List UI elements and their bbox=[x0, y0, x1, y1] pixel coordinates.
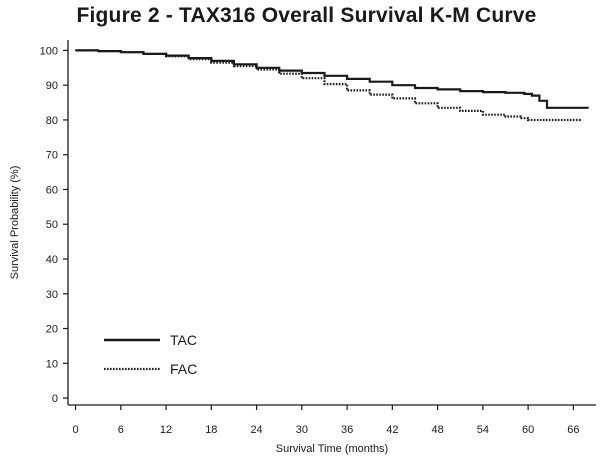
data-point-fac bbox=[142, 53, 145, 55]
x-axis-title: Survival Time (months) bbox=[276, 443, 388, 455]
data-point-fac bbox=[323, 83, 326, 85]
x-tick-label-0: 0 bbox=[72, 424, 78, 436]
data-point-fac bbox=[188, 58, 190, 60]
series-line-fac bbox=[75, 49, 581, 122]
data-point-tac bbox=[459, 90, 461, 92]
data-point-fac bbox=[504, 115, 507, 118]
data-point-fac bbox=[557, 119, 559, 121]
data-point-tac bbox=[523, 93, 525, 95]
data-point-fac bbox=[255, 68, 258, 71]
x-tick-label-30: 30 bbox=[296, 424, 308, 436]
y-tick-label-70: 70 bbox=[46, 150, 58, 162]
x-tick-label-24: 24 bbox=[250, 424, 262, 436]
data-point-tac bbox=[391, 84, 393, 86]
data-point-tac bbox=[546, 107, 548, 109]
y-axis-title: Survival Probability (%) bbox=[9, 166, 21, 280]
data-point-tac bbox=[565, 107, 567, 109]
data-point-tac bbox=[323, 75, 326, 77]
y-tick-label-80: 80 bbox=[46, 115, 58, 127]
data-point-tac bbox=[531, 95, 533, 97]
x-tick-label-60: 60 bbox=[522, 424, 534, 436]
data-point-tac bbox=[414, 87, 416, 89]
data-point-tac bbox=[210, 60, 212, 62]
legend-label-tac: TAC bbox=[170, 332, 197, 348]
data-point-fac bbox=[369, 93, 371, 96]
data-point-tac bbox=[504, 92, 507, 94]
data-point-fac bbox=[391, 97, 393, 99]
y-tick-label-60: 60 bbox=[46, 184, 58, 196]
x-tick-label-66: 66 bbox=[567, 424, 579, 436]
x-tick-label-48: 48 bbox=[431, 424, 443, 436]
data-point-fac bbox=[527, 119, 529, 121]
y-tick-label-100: 100 bbox=[40, 45, 58, 57]
data-point-fac bbox=[301, 77, 303, 79]
x-tick-label-42: 42 bbox=[386, 424, 398, 436]
data-point-tac bbox=[369, 81, 371, 83]
x-tick-label-36: 36 bbox=[341, 424, 353, 436]
y-tick-label-20: 20 bbox=[46, 324, 58, 336]
y-tick-label-30: 30 bbox=[46, 289, 58, 301]
series-tac bbox=[74, 49, 590, 109]
y-tick-label-10: 10 bbox=[46, 358, 58, 370]
data-point-fac bbox=[580, 119, 582, 121]
data-point-fac bbox=[437, 107, 439, 109]
data-point-fac bbox=[97, 50, 99, 52]
data-point-fac bbox=[233, 65, 235, 67]
data-point-fac bbox=[572, 119, 574, 121]
data-point-tac bbox=[587, 107, 590, 109]
data-point-tac bbox=[482, 91, 484, 93]
y-tick-label-90: 90 bbox=[46, 80, 58, 92]
y-tick-label-40: 40 bbox=[46, 254, 58, 266]
y-tick-label-50: 50 bbox=[46, 219, 58, 231]
x-tick-label-6: 6 bbox=[118, 424, 124, 436]
data-point-fac bbox=[210, 61, 212, 64]
data-point-fac bbox=[165, 55, 167, 57]
series-fac bbox=[74, 49, 582, 122]
y-tick-label-0: 0 bbox=[52, 393, 58, 405]
data-point-fac bbox=[459, 110, 461, 112]
data-point-fac bbox=[74, 49, 77, 52]
data-point-fac bbox=[414, 102, 416, 104]
data-point-fac bbox=[278, 73, 280, 75]
data-point-fac bbox=[542, 119, 544, 121]
legend-label-fac: FAC bbox=[170, 361, 197, 377]
data-point-fac bbox=[120, 51, 122, 53]
data-point-tac bbox=[538, 100, 541, 102]
data-point-tac bbox=[346, 78, 348, 80]
x-tick-label-54: 54 bbox=[477, 424, 489, 436]
data-point-fac bbox=[519, 117, 522, 119]
series-line-tac bbox=[75, 49, 589, 109]
data-point-fac bbox=[482, 114, 484, 116]
data-point-tac bbox=[437, 88, 439, 90]
x-tick-label-12: 12 bbox=[160, 424, 172, 436]
chart-title: Figure 2 - TAX316 Overall Survival K-M C… bbox=[76, 4, 537, 27]
data-point-fac bbox=[346, 89, 348, 92]
x-tick-label-18: 18 bbox=[205, 424, 217, 436]
